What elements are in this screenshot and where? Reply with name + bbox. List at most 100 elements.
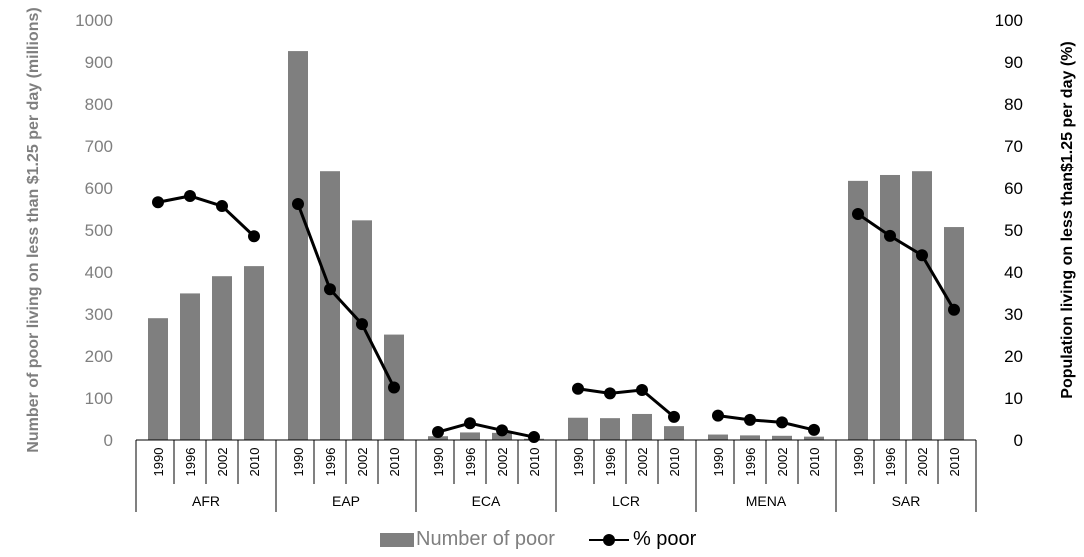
right-tick-label: 40: [1004, 263, 1023, 282]
bar-mena-2010: [804, 436, 824, 440]
bar-mena-1996: [740, 435, 760, 440]
point-lcr-2010: [668, 410, 680, 423]
year-label: 1996: [883, 448, 898, 477]
point-eap-1990: [292, 197, 304, 210]
year-label: 2002: [915, 448, 930, 477]
point-mena-2010: [808, 423, 820, 436]
line-lcr: [577, 387, 675, 419]
year-label: 1990: [711, 448, 726, 477]
legend-line-label: % poor: [632, 528, 697, 550]
right-tick-label: 10: [1004, 389, 1023, 408]
left-tick-label: 100: [85, 389, 113, 408]
year-label: 1996: [603, 448, 618, 477]
year-label: 2002: [355, 448, 370, 477]
point-mena-2002: [776, 416, 788, 429]
bar-afr-1996: [180, 293, 200, 440]
legend: Number of poor % poor: [380, 528, 730, 551]
region-label: EAP: [332, 493, 360, 509]
point-eca-2002: [496, 424, 508, 437]
left-tick-label: 400: [85, 263, 113, 282]
year-label: 1990: [851, 448, 866, 477]
right-axis-title: Population living on less than$1.25 per …: [1059, 41, 1076, 398]
year-label: 2010: [667, 448, 682, 477]
year-label: 1990: [571, 448, 586, 477]
left-axis-title: Number of poor living on less than $1.25…: [25, 7, 42, 452]
right-tick-label: 20: [1004, 347, 1023, 366]
right-tick-label: 30: [1004, 305, 1023, 324]
line-afr: [157, 194, 256, 238]
year-label: 2010: [527, 448, 542, 477]
legend-item-line: % poor: [588, 528, 697, 551]
legend-bar-swatch: [380, 532, 414, 547]
year-label: 1990: [151, 448, 166, 477]
year-label: 1996: [463, 448, 478, 477]
left-tick-label: 300: [85, 305, 113, 324]
right-tick-label: 100: [995, 11, 1023, 30]
right-tick-label: 60: [1004, 179, 1023, 198]
bars-layer: [148, 51, 964, 441]
right-tick-label: 90: [1004, 53, 1023, 72]
point-eca-1996: [464, 417, 476, 430]
point-lcr-1996: [604, 387, 616, 400]
line-mena: [717, 414, 815, 432]
bar-afr-1990: [148, 318, 168, 440]
point-lcr-2002: [636, 384, 648, 397]
year-label: 2002: [215, 448, 230, 477]
bar-sar-2010: [944, 227, 964, 440]
left-tick-label: 700: [85, 137, 113, 156]
bar-lcr-2010: [664, 426, 684, 440]
region-label: SAR: [892, 493, 921, 509]
year-label: 1990: [431, 448, 446, 477]
x-axis: 1990 1996 2002 2010 AFR 1990 1996 2002 2010 EAP 19…: [135, 439, 977, 512]
point-sar-1990: [852, 208, 864, 221]
bar-eca-2002: [492, 432, 512, 440]
left-tick-label: 1000: [75, 11, 113, 30]
year-label: 2002: [775, 448, 790, 477]
year-label: 1996: [323, 448, 338, 477]
point-sar-2010: [948, 303, 960, 316]
legend-line-marker: [588, 533, 629, 547]
line-eap: [296, 203, 396, 389]
right-tick-label: 80: [1004, 95, 1023, 114]
left-axis-ticks: 0 100 200 300 400 500 600 700 800 900 1000: [75, 11, 113, 450]
point-mena-1996: [744, 413, 756, 426]
point-eca-2010: [528, 431, 540, 444]
point-sar-1996: [884, 229, 896, 242]
bar-sar-1996: [880, 174, 900, 441]
bar-eap-1990: [288, 51, 308, 441]
year-label: 2010: [807, 448, 822, 477]
bar-mena-2002: [772, 435, 792, 440]
year-label: 2010: [247, 448, 262, 477]
right-tick-label: 0: [1014, 431, 1023, 450]
year-label: 2010: [947, 448, 962, 477]
bar-eca-1996: [460, 432, 480, 440]
bar-eap-2002: [352, 220, 372, 440]
point-afr-1996: [184, 189, 196, 202]
point-afr-1990: [152, 196, 164, 209]
bar-mena-1990: [708, 434, 728, 440]
left-tick-label: 800: [85, 95, 113, 114]
point-afr-2002: [216, 200, 228, 213]
left-tick-label: 0: [104, 431, 113, 450]
right-tick-label: 50: [1004, 221, 1023, 240]
left-tick-label: 500: [85, 221, 113, 240]
region-label: LCR: [612, 493, 640, 509]
legend-bar-label: Number of poor: [416, 528, 555, 550]
bar-eca-1990: [428, 436, 448, 440]
point-eap-2010: [388, 381, 400, 394]
bar-sar-2002: [912, 171, 932, 440]
left-tick-label: 200: [85, 347, 113, 366]
line-sar: [857, 212, 956, 311]
bar-lcr-1990: [568, 417, 588, 440]
bar-sar-1990: [848, 180, 868, 441]
bar-afr-2002: [212, 276, 232, 440]
point-eap-1996: [324, 283, 336, 296]
year-label: 1996: [183, 448, 198, 477]
region-label: AFR: [192, 493, 220, 509]
region-label: ECA: [472, 493, 501, 509]
bar-lcr-1996: [600, 418, 620, 440]
line-eca: [437, 421, 535, 439]
point-mena-1990: [712, 409, 724, 422]
year-label: 2002: [635, 448, 650, 477]
